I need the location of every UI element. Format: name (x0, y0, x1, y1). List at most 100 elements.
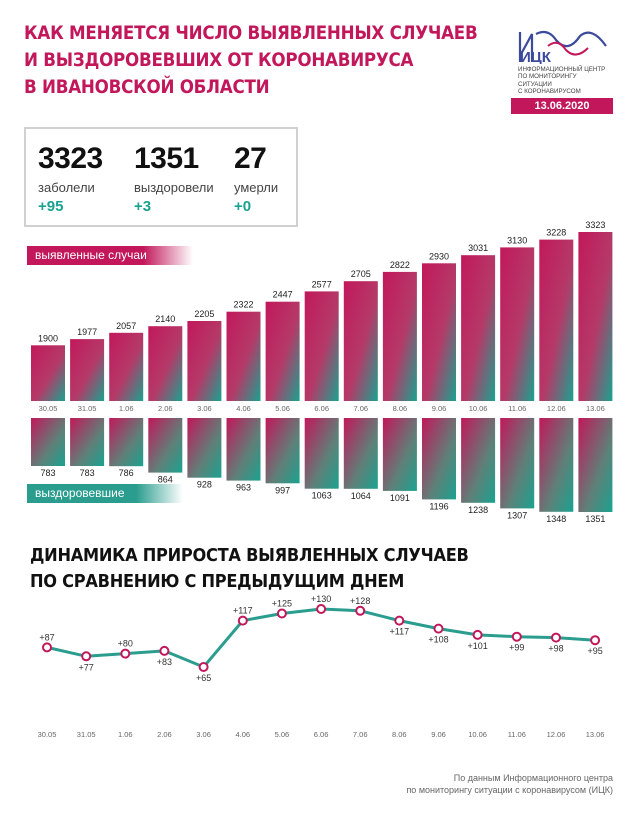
logo-name: ИЦК (520, 49, 552, 64)
date-tick-label: 1.06 (119, 404, 134, 413)
stat-recovered: 1351 выздоровели +3 (134, 142, 214, 216)
line-date-tick-label: 3.06 (196, 730, 211, 739)
footer-source: По данным Информационного центра по мони… (406, 772, 613, 796)
growth-value-label: +101 (467, 641, 487, 651)
growth-point (355, 605, 366, 616)
line-date-tick-label: 30.05 (38, 730, 57, 739)
recovered-value-label: 786 (119, 468, 134, 478)
recovered-bar (461, 418, 496, 503)
line-date-tick-label: 31.05 (77, 730, 96, 739)
case-value-label: 2822 (390, 260, 410, 270)
case-bar (539, 239, 574, 401)
date-badge: 13.06.2020 (511, 98, 613, 114)
recovered-value-label: 928 (197, 480, 212, 490)
date-tick-label: 12.06 (547, 404, 566, 413)
case-bar (500, 247, 535, 401)
line-date-tick-label: 4.06 (235, 730, 250, 739)
recovered-bar (500, 418, 535, 509)
line-date-tick-label: 9.06 (431, 730, 446, 739)
case-value-label: 3130 (507, 235, 527, 245)
case-bar (148, 326, 183, 401)
growth-value-label: +83 (157, 657, 172, 667)
recovered-value-label: 1064 (351, 491, 371, 501)
case-bar (187, 321, 222, 401)
recovered-value-label: 864 (158, 475, 173, 485)
recovered-bar (265, 418, 300, 484)
section-title-line-2: по сравнению с предыдущим днем (30, 571, 405, 592)
recovered-bar (539, 418, 574, 512)
case-value-label: 1977 (77, 327, 97, 337)
case-bar (31, 345, 65, 401)
growth-value-label: +77 (79, 662, 94, 672)
stat-cases-label: заболели (38, 180, 95, 195)
growth-value-label: +108 (428, 635, 448, 645)
recovered-value-label: 1196 (429, 501, 448, 511)
case-bar (226, 311, 261, 401)
recovered-value-label: 1348 (546, 514, 566, 524)
stat-recovered-value: 1351 (134, 142, 199, 175)
growth-point (237, 615, 248, 626)
case-value-label: 2447 (273, 290, 293, 300)
line-date-tick-label: 10.06 (468, 730, 487, 739)
recovered-bar (148, 418, 183, 473)
recovered-value-label: 783 (80, 468, 95, 478)
growth-value-label: +128 (350, 596, 370, 606)
title-line-2: и выздоровевших от коронавируса (24, 49, 414, 71)
case-bar (304, 291, 339, 401)
growth-point (551, 632, 561, 643)
logo-desc-line: по мониторингу ситуации (518, 73, 577, 88)
footer-line: По данным Информационного центра (453, 773, 613, 783)
case-bar (70, 339, 105, 401)
date-tick-label: 13.06 (586, 404, 605, 413)
recovered-bar (382, 418, 417, 491)
growth-point (198, 662, 209, 672)
growth-value-label: +98 (548, 644, 563, 654)
case-bar (461, 255, 496, 401)
recovered-bar (343, 418, 378, 489)
growth-value-label: +117 (389, 627, 409, 637)
date-tick-label: 11.06 (508, 404, 526, 413)
recovered-value-label: 997 (275, 485, 290, 495)
recovered-bar (187, 418, 222, 478)
stat-deaths-delta: +0 (234, 198, 252, 215)
date-tick-label: 6.06 (314, 404, 329, 413)
title-line-1: Как меняется число выявленных случаев (24, 22, 478, 44)
date-tick-label: 4.06 (236, 404, 251, 413)
growth-point (316, 604, 327, 614)
recovered-bar (70, 418, 105, 466)
growth-point (511, 631, 522, 642)
recovered-value-label: 1063 (312, 491, 332, 501)
date-tick-label: 8.06 (393, 404, 408, 413)
line-date-tick-label: 8.06 (392, 730, 407, 739)
recovered-bar (422, 418, 456, 500)
line-date-tick-label: 2.06 (157, 730, 172, 739)
line-date-tick-label: 1.06 (118, 730, 133, 739)
growth-point (81, 651, 92, 662)
growth-point (590, 635, 601, 646)
growth-point (159, 645, 170, 656)
case-value-label: 2705 (351, 269, 371, 279)
logo-description: Информационный центр по мониторингу ситу… (518, 66, 610, 96)
case-bar (265, 301, 300, 401)
growth-point (472, 629, 483, 640)
daily-growth-line-chart: +87 30.05 +77 31.05 +80 1.06 +83 2.06 +65 3.06 +11… (38, 595, 605, 739)
section-title: Динамика прироста выявленных случаев по … (30, 543, 469, 595)
stat-recovered-label: выздоровели (134, 180, 214, 195)
date-tick-label: 30.05 (39, 404, 58, 413)
growth-point (433, 623, 444, 634)
case-value-label: 2205 (194, 309, 214, 319)
growth-point (276, 608, 287, 619)
case-value-label: 2057 (116, 321, 136, 331)
section-title-line-1: Динамика прироста выявленных случаев (30, 545, 469, 566)
line-date-tick-label: 5.06 (275, 730, 290, 739)
case-bar (109, 332, 144, 401)
recovered-value-label: 1307 (507, 510, 527, 520)
page-title: Как меняется число выявленных случаев и … (24, 20, 478, 101)
date-tick-label: 31.05 (78, 404, 97, 413)
growth-value-label: +80 (118, 639, 133, 649)
date-tick-label: 3.06 (197, 404, 212, 413)
case-value-label: 3031 (468, 243, 488, 253)
growth-point (42, 642, 52, 653)
stat-deaths-value: 27 (234, 142, 267, 175)
recovered-value-label: 1351 (585, 514, 605, 524)
